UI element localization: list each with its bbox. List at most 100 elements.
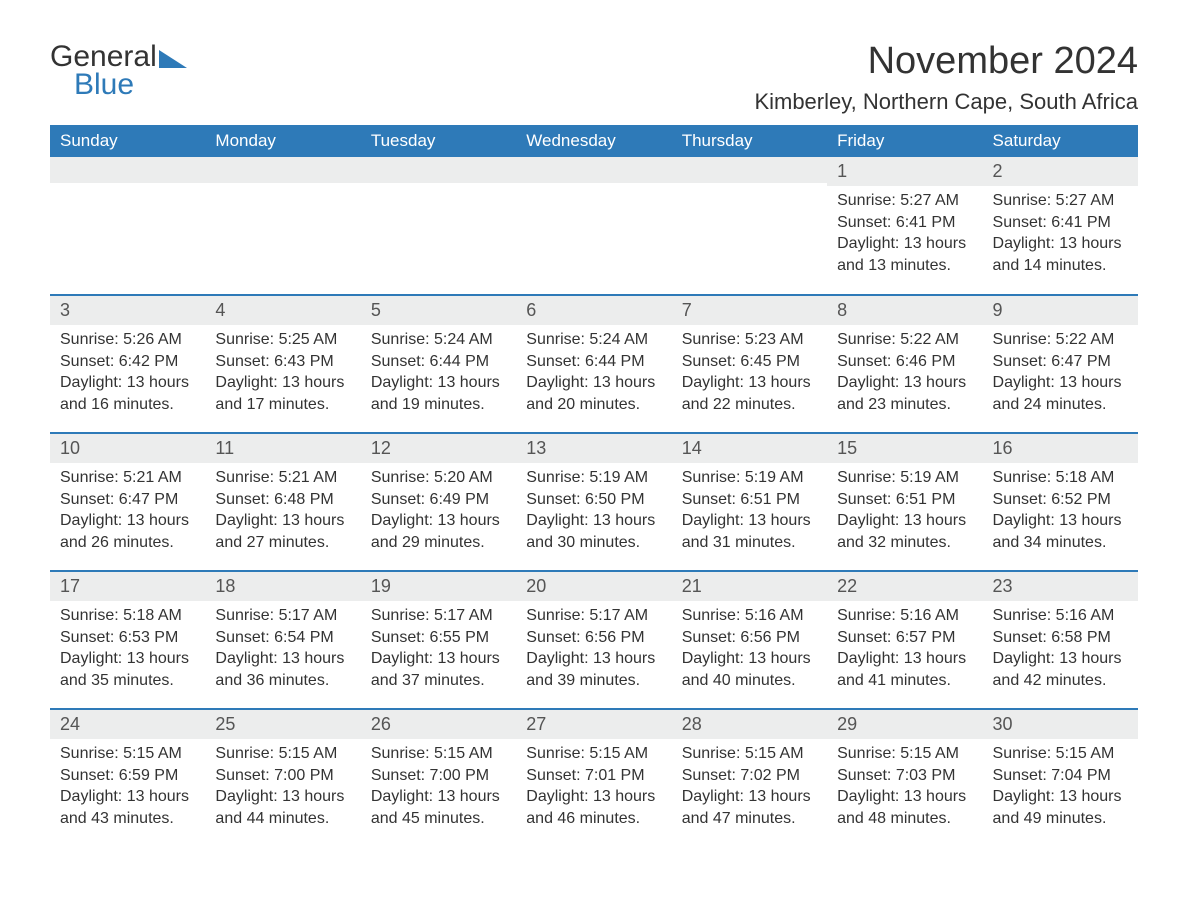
day-number: 12 bbox=[361, 434, 516, 463]
daylight-line: Daylight: 13 hours and 26 minutes. bbox=[60, 510, 195, 553]
dayname-tuesday: Tuesday bbox=[361, 125, 516, 157]
daylight-line: Daylight: 13 hours and 34 minutes. bbox=[993, 510, 1128, 553]
sunset-line: Sunset: 6:49 PM bbox=[371, 489, 506, 511]
dayname-friday: Friday bbox=[827, 125, 982, 157]
day-number: 5 bbox=[361, 296, 516, 325]
day-number-empty bbox=[361, 157, 516, 183]
calendar-cell bbox=[516, 157, 671, 295]
day-number: 11 bbox=[205, 434, 360, 463]
daylight-line: Daylight: 13 hours and 42 minutes. bbox=[993, 648, 1128, 691]
day-details: Sunrise: 5:19 AMSunset: 6:51 PMDaylight:… bbox=[827, 463, 982, 555]
day-number: 24 bbox=[50, 710, 205, 739]
dayname-sunday: Sunday bbox=[50, 125, 205, 157]
day-details: Sunrise: 5:19 AMSunset: 6:51 PMDaylight:… bbox=[672, 463, 827, 555]
sunrise-line: Sunrise: 5:15 AM bbox=[682, 743, 817, 765]
sunset-line: Sunset: 6:41 PM bbox=[837, 212, 972, 234]
day-details: Sunrise: 5:24 AMSunset: 6:44 PMDaylight:… bbox=[361, 325, 516, 417]
daylight-line: Daylight: 13 hours and 13 minutes. bbox=[837, 233, 972, 276]
sunrise-line: Sunrise: 5:17 AM bbox=[526, 605, 661, 627]
daylight-line: Daylight: 13 hours and 37 minutes. bbox=[371, 648, 506, 691]
day-number: 9 bbox=[983, 296, 1138, 325]
calendar-cell: 30Sunrise: 5:15 AMSunset: 7:04 PMDayligh… bbox=[983, 709, 1138, 847]
calendar-cell: 11Sunrise: 5:21 AMSunset: 6:48 PMDayligh… bbox=[205, 433, 360, 571]
sunrise-line: Sunrise: 5:22 AM bbox=[837, 329, 972, 351]
daylight-line: Daylight: 13 hours and 43 minutes. bbox=[60, 786, 195, 829]
sunrise-line: Sunrise: 5:15 AM bbox=[993, 743, 1128, 765]
sunrise-line: Sunrise: 5:20 AM bbox=[371, 467, 506, 489]
day-number: 22 bbox=[827, 572, 982, 601]
daylight-line: Daylight: 13 hours and 46 minutes. bbox=[526, 786, 661, 829]
daylight-line: Daylight: 13 hours and 32 minutes. bbox=[837, 510, 972, 553]
day-details: Sunrise: 5:23 AMSunset: 6:45 PMDaylight:… bbox=[672, 325, 827, 417]
sunset-line: Sunset: 7:00 PM bbox=[215, 765, 350, 787]
sunset-line: Sunset: 6:57 PM bbox=[837, 627, 972, 649]
calendar-cell bbox=[672, 157, 827, 295]
calendar-cell bbox=[361, 157, 516, 295]
daylight-line: Daylight: 13 hours and 20 minutes. bbox=[526, 372, 661, 415]
daylight-line: Daylight: 13 hours and 48 minutes. bbox=[837, 786, 972, 829]
sunset-line: Sunset: 7:03 PM bbox=[837, 765, 972, 787]
day-number: 16 bbox=[983, 434, 1138, 463]
sunrise-line: Sunrise: 5:15 AM bbox=[837, 743, 972, 765]
day-details: Sunrise: 5:16 AMSunset: 6:57 PMDaylight:… bbox=[827, 601, 982, 693]
day-number: 21 bbox=[672, 572, 827, 601]
calendar-week: 10Sunrise: 5:21 AMSunset: 6:47 PMDayligh… bbox=[50, 433, 1138, 571]
dayname-wednesday: Wednesday bbox=[516, 125, 671, 157]
header: General Blue November 2024 Kimberley, No… bbox=[50, 40, 1138, 125]
sunrise-line: Sunrise: 5:22 AM bbox=[993, 329, 1128, 351]
sunset-line: Sunset: 7:04 PM bbox=[993, 765, 1128, 787]
day-details: Sunrise: 5:24 AMSunset: 6:44 PMDaylight:… bbox=[516, 325, 671, 417]
sunrise-line: Sunrise: 5:18 AM bbox=[993, 467, 1128, 489]
calendar-cell: 1Sunrise: 5:27 AMSunset: 6:41 PMDaylight… bbox=[827, 157, 982, 295]
sunset-line: Sunset: 6:47 PM bbox=[60, 489, 195, 511]
calendar-cell: 24Sunrise: 5:15 AMSunset: 6:59 PMDayligh… bbox=[50, 709, 205, 847]
sunset-line: Sunset: 6:45 PM bbox=[682, 351, 817, 373]
calendar-cell: 2Sunrise: 5:27 AMSunset: 6:41 PMDaylight… bbox=[983, 157, 1138, 295]
sunset-line: Sunset: 6:56 PM bbox=[526, 627, 661, 649]
day-details: Sunrise: 5:26 AMSunset: 6:42 PMDaylight:… bbox=[50, 325, 205, 417]
day-number: 3 bbox=[50, 296, 205, 325]
daylight-line: Daylight: 13 hours and 40 minutes. bbox=[682, 648, 817, 691]
calendar-cell: 28Sunrise: 5:15 AMSunset: 7:02 PMDayligh… bbox=[672, 709, 827, 847]
daylight-line: Daylight: 13 hours and 31 minutes. bbox=[682, 510, 817, 553]
day-details: Sunrise: 5:15 AMSunset: 7:03 PMDaylight:… bbox=[827, 739, 982, 831]
sunrise-line: Sunrise: 5:27 AM bbox=[993, 190, 1128, 212]
day-number: 23 bbox=[983, 572, 1138, 601]
calendar-cell: 3Sunrise: 5:26 AMSunset: 6:42 PMDaylight… bbox=[50, 295, 205, 433]
sunrise-line: Sunrise: 5:18 AM bbox=[60, 605, 195, 627]
sunset-line: Sunset: 6:47 PM bbox=[993, 351, 1128, 373]
day-number: 10 bbox=[50, 434, 205, 463]
daylight-line: Daylight: 13 hours and 14 minutes. bbox=[993, 233, 1128, 276]
day-details: Sunrise: 5:15 AMSunset: 7:00 PMDaylight:… bbox=[361, 739, 516, 831]
day-number: 1 bbox=[827, 157, 982, 186]
calendar-week: 17Sunrise: 5:18 AMSunset: 6:53 PMDayligh… bbox=[50, 571, 1138, 709]
sunset-line: Sunset: 6:41 PM bbox=[993, 212, 1128, 234]
calendar-cell: 19Sunrise: 5:17 AMSunset: 6:55 PMDayligh… bbox=[361, 571, 516, 709]
sunrise-line: Sunrise: 5:15 AM bbox=[215, 743, 350, 765]
sunset-line: Sunset: 6:58 PM bbox=[993, 627, 1128, 649]
day-details: Sunrise: 5:21 AMSunset: 6:48 PMDaylight:… bbox=[205, 463, 360, 555]
sunset-line: Sunset: 6:51 PM bbox=[682, 489, 817, 511]
day-number: 6 bbox=[516, 296, 671, 325]
day-number: 13 bbox=[516, 434, 671, 463]
calendar-cell: 5Sunrise: 5:24 AMSunset: 6:44 PMDaylight… bbox=[361, 295, 516, 433]
day-details: Sunrise: 5:18 AMSunset: 6:53 PMDaylight:… bbox=[50, 601, 205, 693]
sunset-line: Sunset: 6:48 PM bbox=[215, 489, 350, 511]
daylight-line: Daylight: 13 hours and 39 minutes. bbox=[526, 648, 661, 691]
day-details: Sunrise: 5:15 AMSunset: 6:59 PMDaylight:… bbox=[50, 739, 205, 831]
sunset-line: Sunset: 6:44 PM bbox=[371, 351, 506, 373]
calendar-week: 3Sunrise: 5:26 AMSunset: 6:42 PMDaylight… bbox=[50, 295, 1138, 433]
calendar-cell: 7Sunrise: 5:23 AMSunset: 6:45 PMDaylight… bbox=[672, 295, 827, 433]
calendar-cell: 25Sunrise: 5:15 AMSunset: 7:00 PMDayligh… bbox=[205, 709, 360, 847]
day-details: Sunrise: 5:17 AMSunset: 6:55 PMDaylight:… bbox=[361, 601, 516, 693]
daylight-line: Daylight: 13 hours and 19 minutes. bbox=[371, 372, 506, 415]
sunrise-line: Sunrise: 5:16 AM bbox=[837, 605, 972, 627]
calendar-cell: 4Sunrise: 5:25 AMSunset: 6:43 PMDaylight… bbox=[205, 295, 360, 433]
calendar-cell: 10Sunrise: 5:21 AMSunset: 6:47 PMDayligh… bbox=[50, 433, 205, 571]
sunrise-line: Sunrise: 5:19 AM bbox=[682, 467, 817, 489]
day-number: 30 bbox=[983, 710, 1138, 739]
day-number: 7 bbox=[672, 296, 827, 325]
sunset-line: Sunset: 7:02 PM bbox=[682, 765, 817, 787]
calendar-cell: 22Sunrise: 5:16 AMSunset: 6:57 PMDayligh… bbox=[827, 571, 982, 709]
sail-icon bbox=[159, 50, 187, 68]
